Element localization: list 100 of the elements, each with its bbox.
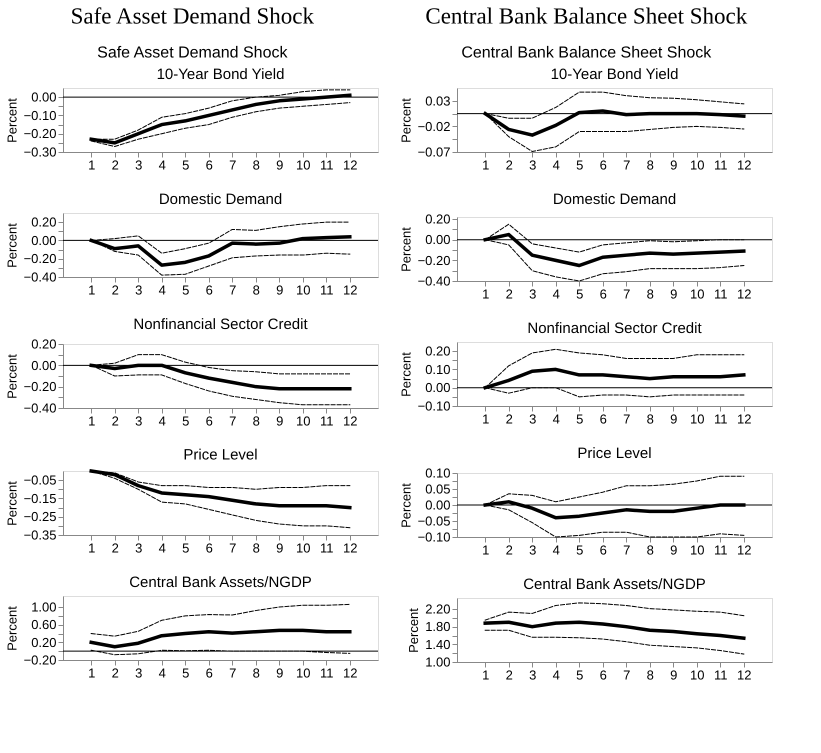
y-axis-title: Percent bbox=[398, 226, 414, 272]
chart-title: 10-Year Bond Yield bbox=[550, 66, 678, 83]
x-tick-label: 9 bbox=[276, 158, 284, 172]
x-tick-label: 5 bbox=[576, 158, 584, 172]
x-tick-label: 2 bbox=[112, 666, 119, 680]
x-tick-label: 12 bbox=[737, 542, 752, 558]
x-tick-label: 7 bbox=[623, 286, 630, 302]
y-tick-label: −0.35 bbox=[24, 528, 56, 542]
x-tick-label: 6 bbox=[600, 412, 607, 426]
x-tick-label: 8 bbox=[646, 542, 654, 558]
y-tick-label: −0.20 bbox=[24, 251, 56, 266]
x-tick-label: 7 bbox=[623, 158, 630, 172]
x-tick-label: 11 bbox=[320, 282, 334, 298]
x-tick-label: 7 bbox=[623, 412, 630, 426]
x-tick-label: 2 bbox=[112, 540, 119, 556]
x-tick-label: 1 bbox=[482, 158, 490, 172]
x-tick-label: 5 bbox=[182, 666, 190, 680]
y-tick-label: 0.60 bbox=[31, 617, 56, 632]
x-tick-label: 9 bbox=[670, 668, 678, 682]
x-tick-label: 10 bbox=[690, 286, 705, 302]
x-tick-label: 5 bbox=[182, 282, 190, 298]
y-axis-title: Percent bbox=[398, 98, 414, 143]
x-tick-label: 6 bbox=[206, 414, 213, 428]
x-tick-label: 1 bbox=[482, 668, 490, 682]
x-tick-label: 12 bbox=[343, 414, 358, 428]
y-tick-label: −0.40 bbox=[418, 274, 450, 288]
x-tick-label: 3 bbox=[529, 412, 536, 426]
chart-title: Price Level bbox=[183, 446, 258, 464]
x-tick-label: 1 bbox=[482, 542, 490, 558]
y-tick-label: 0.20 bbox=[31, 634, 56, 650]
x-tick-label: 9 bbox=[276, 414, 284, 428]
text: Safe Asset Demand Shock bbox=[70, 4, 314, 28]
x-tick-label: 10 bbox=[296, 666, 311, 680]
x-tick-label: 8 bbox=[646, 158, 654, 172]
text: Safe Asset Demand Shock bbox=[97, 44, 288, 62]
chart-title: Central Bank Assets/NGDP bbox=[129, 574, 312, 591]
x-tick-label: 10 bbox=[296, 540, 311, 556]
chart-title: Domestic Demand bbox=[552, 191, 676, 208]
y-tick-label: 1.00 bbox=[31, 600, 56, 615]
x-tick-label: 10 bbox=[296, 414, 311, 428]
chart-title: Central Bank Assets/NGDP bbox=[523, 576, 706, 593]
x-tick-label: 6 bbox=[206, 282, 213, 298]
y-axis-title: Percent bbox=[4, 480, 20, 526]
y-axis-title: Percent bbox=[406, 608, 422, 653]
x-tick-label: 5 bbox=[576, 542, 584, 558]
x-tick-label: 9 bbox=[670, 286, 678, 302]
chart-title: Nonfinancial Sector Credit bbox=[527, 320, 702, 337]
x-tick-label: 2 bbox=[506, 158, 513, 172]
x-tick-label: 4 bbox=[158, 158, 166, 172]
y-tick-label: −0.20 bbox=[24, 379, 56, 394]
x-tick-label: 6 bbox=[600, 542, 607, 558]
x-tick-label: 10 bbox=[296, 158, 311, 172]
y-tick-label: 0.00 bbox=[31, 358, 56, 373]
x-tick-label: 1 bbox=[482, 286, 490, 302]
x-tick-label: 3 bbox=[135, 158, 142, 172]
y-tick-label: −0.20 bbox=[24, 652, 56, 668]
y-axis-title: Percent bbox=[4, 98, 20, 143]
y-tick-label: 0.00 bbox=[31, 232, 56, 248]
x-tick-label: 7 bbox=[229, 414, 236, 428]
x-tick-label: 2 bbox=[112, 282, 119, 298]
x-tick-label: 9 bbox=[276, 282, 284, 298]
x-tick-label: 2 bbox=[506, 668, 513, 682]
y-tick-label: 0.20 bbox=[31, 336, 56, 352]
x-tick-label: 11 bbox=[320, 414, 334, 428]
chart-title: Price Level bbox=[577, 445, 652, 462]
x-tick-label: 6 bbox=[600, 158, 607, 172]
x-tick-label: 3 bbox=[135, 666, 142, 680]
y-tick-label: 0.00 bbox=[31, 90, 56, 105]
y-tick-label: −0.20 bbox=[24, 126, 56, 142]
x-tick-label: 3 bbox=[135, 282, 142, 298]
x-tick-label: 7 bbox=[623, 668, 630, 682]
x-tick-label: 11 bbox=[320, 158, 334, 172]
x-tick-label: 8 bbox=[252, 158, 260, 172]
chart-title: Domestic Demand bbox=[158, 191, 282, 208]
x-tick-label: 8 bbox=[646, 412, 654, 426]
x-tick-label: 12 bbox=[343, 158, 358, 172]
x-tick-label: 11 bbox=[714, 412, 728, 426]
text: Central Bank Balance Sheet Shock bbox=[425, 4, 748, 28]
y-axis-title: Percent bbox=[4, 606, 20, 651]
x-tick-label: 4 bbox=[158, 666, 166, 680]
x-tick-label: 1 bbox=[88, 158, 96, 172]
x-tick-label: 10 bbox=[690, 158, 705, 172]
x-tick-label: 8 bbox=[252, 540, 260, 556]
y-tick-label: 1.80 bbox=[425, 619, 450, 634]
x-tick-label: 5 bbox=[576, 668, 584, 682]
x-tick-label: 9 bbox=[670, 542, 678, 558]
x-tick-label: 12 bbox=[343, 666, 358, 680]
x-tick-label: 8 bbox=[252, 282, 260, 298]
y-tick-label: −0.40 bbox=[24, 270, 56, 284]
x-tick-label: 11 bbox=[714, 158, 728, 172]
x-tick-label: 1 bbox=[88, 414, 96, 428]
x-tick-label: 9 bbox=[276, 540, 284, 556]
x-tick-label: 1 bbox=[482, 412, 490, 426]
y-tick-label: 0.03 bbox=[425, 93, 450, 108]
x-tick-label: 7 bbox=[623, 542, 630, 558]
x-tick-label: 11 bbox=[320, 540, 334, 556]
x-tick-label: 4 bbox=[158, 282, 166, 298]
y-tick-label: 0.20 bbox=[425, 344, 450, 359]
x-tick-label: 9 bbox=[276, 666, 284, 680]
x-tick-label: 3 bbox=[135, 540, 142, 556]
